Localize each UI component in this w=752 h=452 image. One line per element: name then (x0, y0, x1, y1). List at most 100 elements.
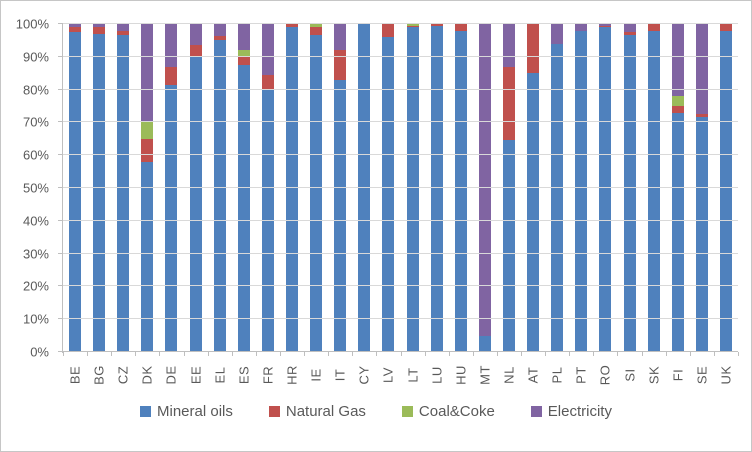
gridline (63, 55, 738, 57)
x-axis-label-be: BE (67, 365, 83, 385)
y-axis-tick (58, 252, 63, 254)
x-axis-label-cz: CZ (115, 365, 131, 385)
y-axis-label: 70% (22, 114, 49, 130)
segment-de-mineral-oils (165, 84, 178, 352)
bar-mt (478, 24, 491, 352)
x-label-slot: RO (593, 355, 617, 395)
y-axis-tick (58, 154, 63, 156)
x-axis-label-hr: HR (284, 365, 300, 385)
x-label-slot: UK (714, 355, 738, 395)
bar-sk (647, 24, 660, 352)
bar-slot-bg (87, 24, 111, 352)
bar-slot-de (159, 24, 183, 352)
segment-el-mineral-oils (213, 40, 226, 352)
segment-hr-natural-gas (286, 24, 299, 28)
segment-el-electricity (213, 24, 226, 36)
y-axis-tick (58, 318, 63, 320)
segment-es-natural-gas (237, 56, 250, 65)
segment-bg-electricity (93, 24, 106, 28)
y-axis-label: 20% (22, 278, 49, 294)
bar-slot-el (208, 24, 232, 352)
segment-fr-natural-gas (261, 74, 274, 90)
segment-hr-mineral-oils (286, 27, 299, 352)
segment-dk-coal-coke (141, 122, 154, 139)
x-axis-label-bg: BG (91, 365, 107, 385)
x-axis-tick (87, 352, 89, 356)
segment-lu-mineral-oils (430, 25, 443, 352)
segment-ro-electricity (599, 24, 612, 26)
segment-bg-mineral-oils (93, 33, 106, 352)
legend-item-coal-coke: Coal&Coke (401, 403, 495, 420)
bar-pl (551, 24, 564, 352)
bar-fi (671, 24, 684, 352)
gridline (63, 351, 738, 352)
bar-slot-it (328, 24, 352, 352)
bar-si (623, 24, 636, 352)
segment-lv-natural-gas (382, 24, 395, 38)
legend: Mineral oils Natural Gas Coal&Coke Electric… (1, 403, 751, 420)
x-axis-tick (400, 352, 402, 356)
bar-slot-cz (111, 24, 135, 352)
segment-cz-mineral-oils (117, 35, 130, 352)
x-label-slot: NL (497, 355, 521, 395)
x-axis-label-lt: LT (405, 367, 421, 383)
x-axis-label-uk: UK (718, 365, 734, 385)
x-label-slot: FR (256, 355, 280, 395)
bar-slot-mt (473, 24, 497, 352)
y-axis-label: 10% (22, 311, 49, 327)
gridline (63, 285, 738, 287)
bar-dk (141, 24, 154, 352)
segment-es-coal-coke (237, 50, 250, 57)
segment-uk-natural-gas (720, 24, 732, 31)
x-axis-label-nl: NL (501, 366, 517, 384)
x-label-slot: PT (569, 355, 593, 395)
bar-slot-pl (545, 24, 569, 352)
segment-ie-natural-gas (310, 27, 323, 36)
x-axis-label-fr: FR (260, 365, 276, 385)
x-axis-tick (352, 352, 354, 356)
bar-slot-lt (401, 24, 425, 352)
y-axis-label: 40% (22, 213, 49, 229)
x-label-slot: DK (135, 355, 159, 395)
bar-fr (261, 24, 274, 352)
segment-ro-mineral-oils (599, 27, 612, 352)
bar-slot-lu (425, 24, 449, 352)
segment-ee-electricity (189, 24, 202, 46)
bar-slot-nl (497, 24, 521, 352)
x-axis-tick (617, 352, 619, 356)
gridline (63, 121, 738, 123)
gridline (63, 318, 738, 320)
segment-es-electricity (237, 24, 250, 51)
x-axis-label-lv: LV (380, 367, 396, 383)
x-axis-tick (641, 352, 643, 356)
x-axis-label-lu: LU (429, 366, 445, 384)
bar-slot-at (521, 24, 545, 352)
segment-lv-mineral-oils (382, 37, 395, 352)
x-axis-label-el: EL (212, 366, 228, 384)
x-axis-tick (63, 352, 64, 356)
gridline (63, 23, 738, 24)
segment-si-natural-gas (623, 32, 636, 36)
y-axis-label: 60% (22, 147, 49, 163)
x-label-slot: CY (352, 355, 376, 395)
bar-slot-cy (352, 24, 376, 352)
x-label-slot: IE (304, 355, 328, 395)
segment-pt-mineral-oils (575, 30, 588, 352)
x-axis-label-se: SE (694, 365, 710, 385)
segment-ie-mineral-oils (310, 35, 323, 352)
x-label-slot: FI (666, 355, 690, 395)
legend-label: Mineral oils (157, 403, 233, 420)
y-axis-tick (58, 219, 63, 221)
x-label-slot: BE (63, 355, 87, 395)
x-label-slot: PL (545, 355, 569, 395)
bar-bg (93, 24, 106, 352)
y-axis-label: 90% (22, 49, 49, 65)
bar-slot-hr (280, 24, 304, 352)
y-axis-labels: 0% 10% 20% 30% 40% 50% 60% 70% 80% 90% 100% (1, 17, 57, 360)
segment-fi-coal-coke (671, 96, 684, 107)
bar-slot-be (63, 24, 87, 352)
bar-lv (382, 24, 395, 352)
y-axis-tick (58, 121, 63, 123)
x-axis-label-ro: RO (597, 364, 613, 386)
segment-lt-mineral-oils (406, 27, 419, 352)
